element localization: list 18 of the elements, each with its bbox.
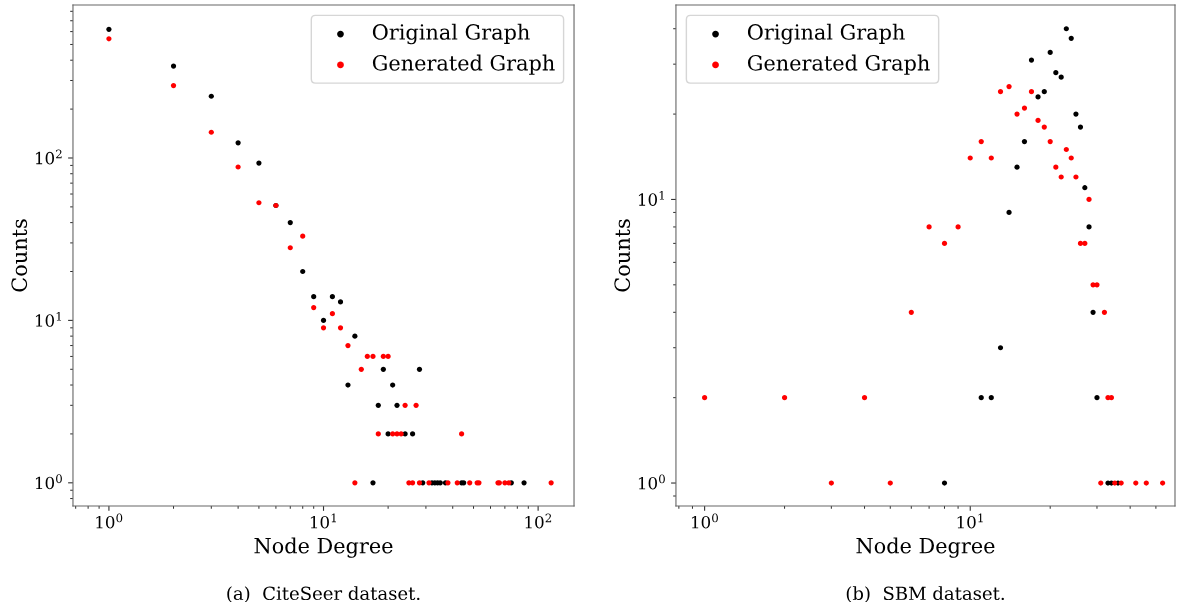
legend-label: Generated Graph <box>747 54 930 75</box>
x-tick-label: 10$^{0}$ <box>96 513 123 529</box>
legend-label: Original Graph <box>372 23 530 45</box>
x-tick-label: 10$^{2}$ <box>525 513 552 529</box>
y-axis-title: Counts <box>11 219 28 292</box>
x-tick-label: 10$^{1}$ <box>310 513 336 529</box>
text: (a) CiteSeer dataset. <box>227 586 420 602</box>
x-tick-label: 10$^{0}$ <box>691 513 718 529</box>
y-tick-label: 10$^{0}$ <box>35 474 62 490</box>
y-tick-label: 10$^{2}$ <box>35 149 62 165</box>
legend-label: Original Graph <box>747 23 905 45</box>
x-tick-label: 10$^{1}$ <box>957 513 983 529</box>
x-axis-title: Node Degree <box>254 537 393 558</box>
y-tick-label: 10$^{1}$ <box>35 311 62 327</box>
y-axis-title: Counts <box>614 219 631 292</box>
x-axis-title: Node Degree <box>856 537 995 558</box>
text: (b) SBM dataset. <box>846 586 1004 602</box>
legend-label: Generated Graph <box>372 54 555 75</box>
